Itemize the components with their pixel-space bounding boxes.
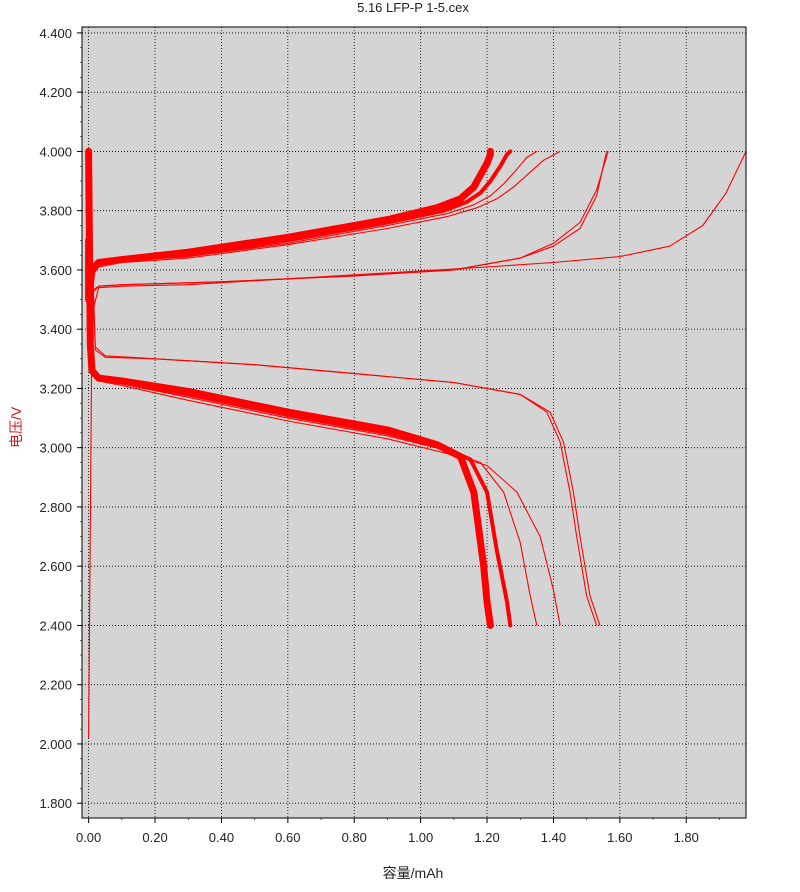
y-tick-label: 4.000 [39,144,72,159]
series-line [88,150,561,301]
x-tick-label: 1.40 [541,830,566,845]
y-tick-label: 2.400 [39,618,72,633]
y-tick-label: 2.000 [39,737,72,752]
series-line [88,151,561,626]
series-line [88,151,747,739]
x-tick-label: 1.80 [674,830,699,845]
y-tick-label: 2.800 [39,500,72,515]
y-tick-label: 4.400 [39,26,72,41]
series-line [88,151,609,353]
plot-border [81,26,747,819]
series-line [86,149,513,302]
x-axis: 0.00 0.20 0.40 0.60 0.80 1.00 1.20 1.40 1.60 1.80 [76,818,720,845]
y-tick-label: 3.800 [39,204,72,219]
series-line [88,151,601,626]
y-tick-label: 2.600 [39,559,72,574]
plot-area [82,27,746,818]
y-tick-label: 3.600 [39,263,72,278]
y-tick-label: 4.200 [39,85,72,100]
y-tick-label: 2.200 [39,678,72,693]
y-tick-label: 3.400 [39,322,72,337]
series-line [88,150,538,301]
x-tick-label: 0.60 [275,830,300,845]
x-tick-label: 1.20 [474,830,499,845]
chart-title: 5.16 LFP-P 1-5.cex [357,0,469,15]
x-tick-label: 0.80 [342,830,367,845]
x-tick-label: 1.00 [408,830,433,845]
x-tick-label: 0.20 [142,830,167,845]
y-axis: 1.800 2.000 2.200 2.400 2.600 2.800 3.000 3.200… [39,26,82,811]
x-tick-label: 0.00 [76,830,101,845]
y-tick-label: 3.200 [39,381,72,396]
x-tick-label: 1.60 [607,830,632,845]
x-axis-title: 容量/mAh [382,865,444,881]
y-tick-label: 3.000 [39,441,72,456]
series-line [86,149,513,628]
x-tick-label: 0.40 [209,830,234,845]
series-group [85,147,747,739]
y-tick-label: 1.800 [39,796,72,811]
